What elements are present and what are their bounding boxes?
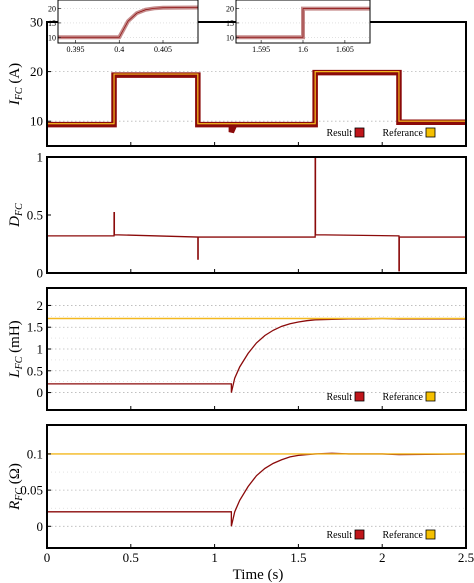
x-tick-label: 2 [379,550,386,565]
y-axis-label: RFC (Ω) [7,463,25,511]
legend-label: Referance [382,128,423,139]
y-axis-label: LFC (mH) [7,320,25,378]
y-tick-label: 0.5 [27,363,43,378]
reference-series-line [47,71,466,125]
legend-swatch-result [354,391,365,402]
inset-chart: 10 15 20 1.595 1.6 1.605 [226,0,371,54]
x-tick-label: 1 [211,550,218,565]
current-panel: 10 20 30 IFC (A) Result Referance 10 15 20 0.395 0… [7,0,467,147]
y-tick-label: 1.5 [27,320,43,335]
y-tick-label: 1 [37,342,44,357]
legend-swatch-reference [425,529,436,540]
y-axis-label: DFC [7,203,25,228]
inset-chart: 10 15 20 0.395 0.4 0.405 [48,0,199,54]
y-tick-label: 0.05 [20,483,43,498]
legend-swatch-reference [425,391,436,402]
x-tick-label: 1.5 [290,550,306,565]
inset-frame [57,0,199,44]
resistance-panel: 0 0.05 0.1 0 0.5 1 1.5 2 2.5 RFC (Ω) Result Referan… [7,424,474,565]
y-tick-label: 0.1 [27,446,43,461]
inductance-panel: 0 0.5 1 1.5 2 LFC (mH) Result Referance [7,287,467,411]
y-tick-label: 0.5 [27,208,43,223]
plot-frame [46,156,467,274]
inset-y-tick-label: 15 [48,19,56,28]
inset-x-tick-label: 1.595 [252,45,270,54]
inset-x-tick-label: 0.395 [67,45,85,54]
x-tick-label: 2.5 [458,550,474,565]
legend-label: Result [326,128,352,139]
inset-y-tick-label: 15 [226,19,234,28]
x-axis-label: Time (s) [233,567,284,583]
inset-y-tick-label: 20 [48,5,56,14]
reference-series-line [47,71,466,125]
y-axis-label: IFC (A) [7,63,25,106]
legend-swatch-result [354,127,365,138]
legend-label: Referance [382,530,423,541]
x-tick-label: 0.5 [123,550,139,565]
inset-y-tick-label: 10 [226,33,234,42]
legend-label: Result [326,530,352,541]
legend-label: Result [326,392,352,403]
y-tick-label: 0 [37,385,44,400]
result-series-line [47,156,466,272]
legend-swatch-reference [425,127,436,138]
y-tick-label: 30 [30,15,43,30]
y-tick-label: 1 [37,150,44,165]
inset-x-tick-label: 0.4 [114,45,124,54]
y-tick-label: 0 [37,519,44,534]
inset-x-tick-label: 1.605 [336,45,354,54]
y-tick-label: 2 [37,298,44,313]
duty-cycle-panel: 0 0.5 1 DFC [7,150,467,281]
inset-x-tick-label: 1.6 [298,45,308,54]
y-tick-label: 10 [30,114,43,129]
y-tick-label: 20 [30,64,43,79]
inset-result-core [58,7,199,38]
inset-result-core [236,8,370,38]
plot-frame [46,424,467,549]
y-tick-label: 0 [37,266,44,281]
inset-y-tick-label: 20 [226,5,234,14]
inset-y-tick-label: 10 [48,33,56,42]
legend-label: Referance [382,392,423,403]
x-tick-label: 0 [44,550,51,565]
legend-swatch-result [354,529,365,540]
inset-x-tick-label: 0.405 [154,45,172,54]
